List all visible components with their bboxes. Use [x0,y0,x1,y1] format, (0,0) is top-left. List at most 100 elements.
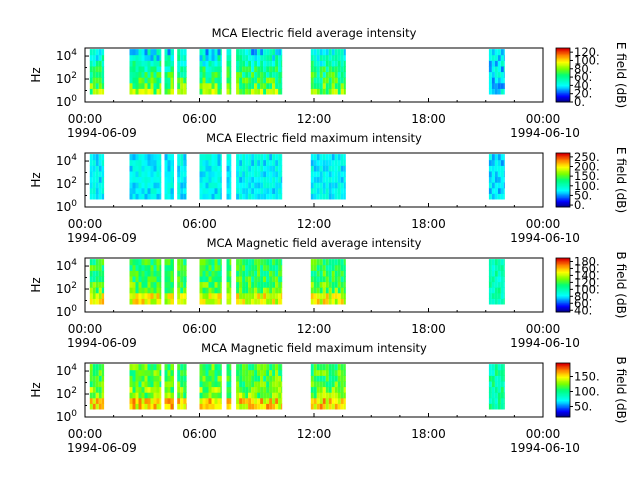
heatmap-cell [132,66,136,73]
colorbar-swatch [556,193,570,196]
heatmap-cell [98,165,102,172]
heatmap-cell [275,397,279,404]
heatmap-cell [211,270,215,277]
heatmap-cell [173,364,174,371]
heatmap-cell [226,259,230,266]
heatmap-cell [150,392,154,399]
heatmap-cell [251,193,255,200]
colorbar-swatch [556,188,570,190]
heatmap-cell [325,71,329,78]
heatmap-cell [494,264,498,271]
heatmap-cell [313,292,317,299]
heatmap-cell [147,264,151,271]
heatmap-cell [147,77,151,84]
heatmap-cell [186,298,187,305]
heatmap-cell [144,60,148,67]
heatmap-cell [325,54,329,61]
heatmap-cell [494,193,498,200]
heatmap-cell [328,375,332,382]
heatmap-cell [331,397,335,404]
heatmap-cell [220,364,222,371]
heatmap-cell [275,292,279,299]
heatmap-cell [132,375,136,382]
heatmap-cell [170,71,174,78]
heatmap-cell [242,397,246,404]
heatmap-cell [208,381,212,388]
heatmap-cell [325,187,329,194]
heatmap-cell [491,54,495,61]
heatmap-cell [236,49,240,56]
heatmap-cell [89,88,93,95]
heatmap-cell [153,375,157,382]
heatmap-cell [337,403,341,410]
heatmap-cell [226,298,230,305]
heatmap-cell [167,287,171,294]
heatmap-cell [245,66,249,73]
heatmap-cell [254,88,258,95]
heatmap-cell [217,60,221,67]
heatmap-cell [319,270,323,277]
heatmap-cell [211,182,215,189]
heatmap-cell [503,292,505,299]
heatmap-cell [220,171,222,178]
heatmap-cell [180,71,184,78]
heatmap-cell [266,154,270,161]
heatmap-cell [328,264,332,271]
heatmap-cell [153,386,157,393]
heatmap-cell [316,392,320,399]
heatmap-cell [251,292,255,299]
heatmap-cell [202,298,206,305]
heatmap-cell [272,182,276,189]
heatmap-cell [337,187,341,194]
heatmap-cell [503,392,505,399]
heatmap-cell [205,364,209,371]
heatmap-cell [313,270,317,277]
heatmap-cell [208,159,212,166]
heatmap-cell [319,298,323,305]
heatmap-cell [313,392,317,399]
heatmap-cell [491,276,495,283]
heatmap-cell [254,66,258,73]
heatmap-cell [156,292,160,299]
heatmap-cell [141,193,145,200]
heatmap-cell [494,276,498,283]
heatmap-cell [491,381,495,388]
heatmap-cell [491,259,495,266]
heatmap-cell [334,270,338,277]
heatmap-cell [272,176,276,183]
heatmap-cell [248,276,252,283]
heatmap-cell [340,264,344,271]
heatmap-cell [129,88,133,95]
heatmap-cell [313,386,317,393]
heatmap-cell [251,397,255,404]
heatmap-cell [260,54,264,61]
heatmap-cell [325,49,329,56]
heatmap-cell [310,259,314,266]
heatmap-cell [266,369,270,376]
heatmap-cell [205,287,209,294]
heatmap-cell [281,369,283,376]
colorbar-swatch [556,293,570,295]
x-tick-label: 00:00 [68,427,103,441]
heatmap-cell [202,264,206,271]
heatmap-cell [313,176,317,183]
heatmap-cell [245,392,249,399]
heatmap-cell [494,154,498,161]
heatmap-cell [278,193,282,200]
heatmap-cell [129,276,133,283]
heatmap-cell [141,397,145,404]
heatmap-cell [101,193,105,200]
heatmap-cell [260,292,264,299]
heatmap-cell [167,397,171,404]
heatmap-cell [310,386,314,393]
heatmap-cell [92,369,96,376]
heatmap-cell [316,281,320,288]
heatmap-cell [92,193,96,200]
heatmap-cell [343,171,346,178]
heatmap-cell [491,66,495,73]
heatmap-cell [167,193,171,200]
heatmap-cell [269,88,273,95]
heatmap-cell [503,287,505,294]
heatmap-cell [177,171,181,178]
heatmap-cell [263,159,267,166]
